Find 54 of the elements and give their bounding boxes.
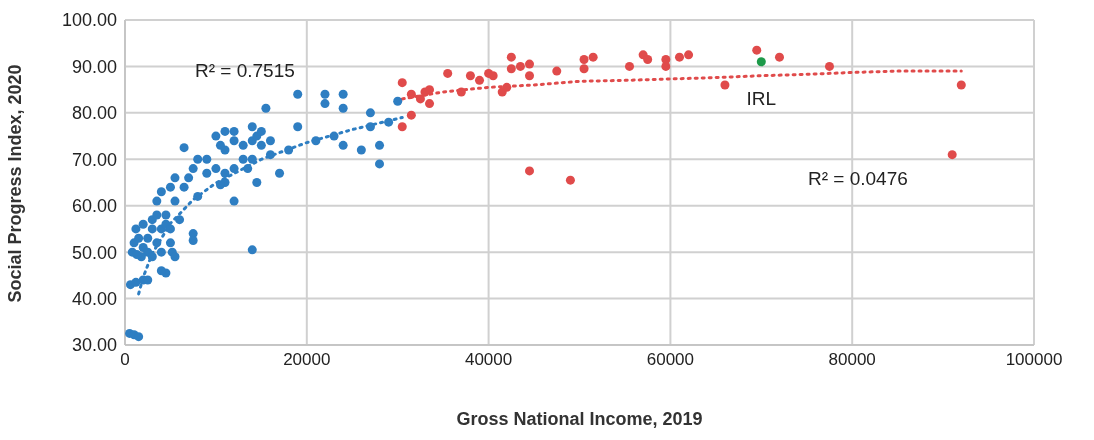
point — [406, 89, 416, 99]
x-tick-label: 20000 — [283, 350, 331, 370]
annotation: IRL — [746, 88, 777, 110]
y-tick-label: 60.00 — [71, 196, 117, 217]
y-tick-label: 90.00 — [71, 56, 117, 77]
point — [947, 150, 957, 160]
y-tick-label: 30.00 — [71, 335, 117, 356]
point — [425, 99, 435, 109]
y-tick-label: 100.00 — [61, 10, 117, 31]
point — [956, 80, 966, 90]
point — [443, 68, 453, 78]
point — [515, 61, 525, 71]
x-tick-label: 0 — [120, 350, 130, 370]
point — [684, 50, 694, 60]
point — [756, 57, 766, 67]
point — [406, 110, 416, 120]
annotation: R² = 0.7515 — [195, 60, 295, 82]
point — [774, 52, 784, 62]
y-tick-label: 50.00 — [71, 242, 117, 263]
x-tick-label: 80000 — [828, 350, 876, 370]
y-axis-title: Social Progress Index, 2020 — [5, 64, 26, 303]
point — [524, 59, 535, 69]
y-tick-label: 40.00 — [71, 288, 117, 309]
point — [674, 52, 684, 62]
point — [643, 54, 653, 64]
point — [506, 52, 516, 62]
x-tick-label: 60000 — [646, 350, 695, 370]
point — [502, 82, 512, 92]
point — [397, 122, 407, 132]
point — [506, 64, 516, 74]
point — [524, 166, 535, 176]
x-axis-title: Gross National Income, 2019 — [456, 409, 703, 429]
point — [397, 78, 407, 88]
point — [565, 175, 575, 185]
x-tick-label: 40000 — [464, 350, 513, 370]
point — [552, 66, 562, 76]
point — [456, 87, 466, 97]
x-tick-label: 100000 — [1005, 350, 1063, 370]
point — [720, 80, 730, 90]
point — [475, 75, 485, 85]
point — [579, 64, 589, 74]
y-tick-label: 80.00 — [71, 103, 117, 124]
point — [824, 61, 834, 71]
point — [524, 71, 535, 81]
annotation: R² = 0.0476 — [808, 168, 908, 190]
point — [624, 61, 635, 71]
point — [465, 71, 475, 81]
point — [752, 45, 762, 55]
y-tick-label: 70.00 — [71, 149, 117, 170]
point — [415, 94, 425, 104]
point — [488, 71, 498, 81]
point — [588, 52, 598, 62]
point — [661, 54, 671, 64]
point — [579, 54, 589, 64]
